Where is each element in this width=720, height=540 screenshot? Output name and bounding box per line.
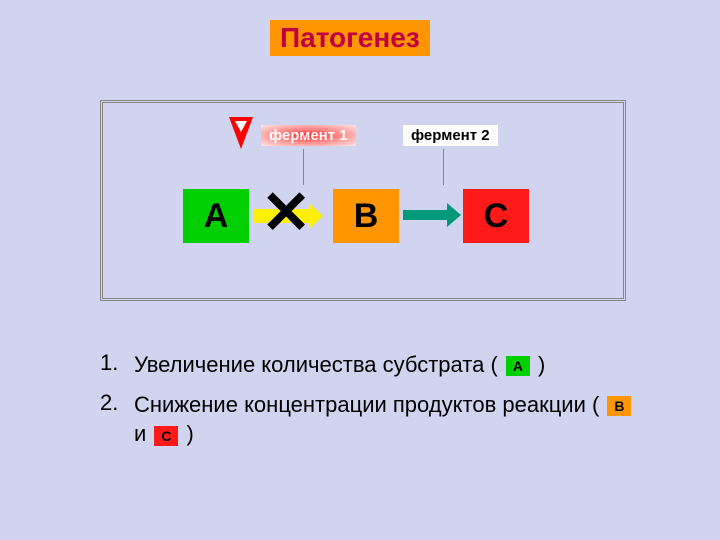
node-c: С bbox=[463, 189, 529, 243]
list-number: 1. bbox=[100, 350, 134, 376]
text-segment: ) bbox=[180, 421, 193, 446]
node-a: А bbox=[183, 189, 249, 243]
enzyme-2-label: фермент 2 bbox=[403, 125, 498, 146]
enzyme-1-label: фермент 1 bbox=[261, 125, 356, 146]
inhibitor-marker-inner-icon bbox=[235, 121, 247, 132]
text-segment: и bbox=[134, 421, 152, 446]
mini-badge-b: В bbox=[607, 396, 631, 416]
list-item: 1. Увеличение количества субстрата ( А ) bbox=[100, 350, 640, 380]
mini-badge-c: С bbox=[154, 426, 178, 446]
list-number: 2. bbox=[100, 390, 134, 416]
text-segment: Снижение концентрации продуктов реакции … bbox=[134, 392, 605, 417]
list-text: Увеличение количества субстрата ( А ) bbox=[134, 350, 545, 380]
explanation-list: 1. Увеличение количества субстрата ( А )… bbox=[100, 350, 640, 459]
list-text: Снижение концентрации продуктов реакции … bbox=[134, 390, 640, 449]
connector-enzyme2-icon bbox=[443, 149, 444, 185]
arrow-b-to-c-icon bbox=[403, 210, 447, 220]
mini-badge-a: А bbox=[506, 356, 530, 376]
block-cross-icon: ✕ bbox=[261, 183, 311, 243]
node-b: В bbox=[333, 189, 399, 243]
text-segment: ) bbox=[532, 352, 545, 377]
text-segment: Увеличение количества субстрата ( bbox=[134, 352, 504, 377]
list-item: 2. Снижение концентрации продуктов реакц… bbox=[100, 390, 640, 449]
page-title: Патогенез bbox=[270, 20, 430, 56]
diagram-frame: фермент 1 фермент 2 А ✕ В С bbox=[100, 100, 626, 301]
